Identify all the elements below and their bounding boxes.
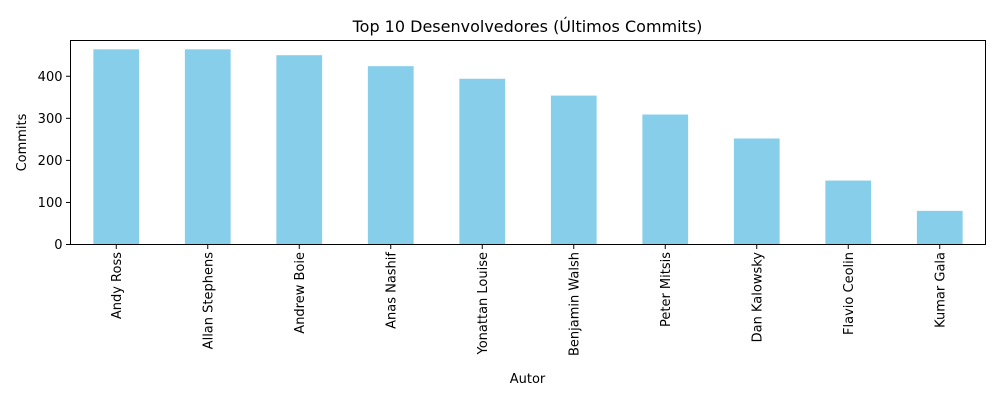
- x-tick-label: Kumar Gala: [933, 252, 948, 328]
- y-axis-label: Commits: [15, 113, 30, 171]
- y-tick-label: 400: [38, 70, 63, 85]
- x-tick-label: Yonattan Louise: [476, 252, 491, 356]
- x-tick-label: Peter Mitsis: [659, 252, 674, 327]
- bar: [276, 55, 323, 245]
- x-tick-label: Anas Nashif: [384, 252, 399, 329]
- bar: [367, 66, 414, 245]
- bar: [459, 78, 506, 245]
- y-axis-ticks: 0 100 200 300 400: [38, 70, 71, 253]
- x-tick-label: Andrew Boie: [293, 252, 308, 334]
- x-axis-ticks: Andy Ross Allan Stephens Andrew Boie Anas N…: [110, 244, 948, 356]
- x-tick-label: Benjamin Walsh: [567, 252, 582, 356]
- bar: [733, 138, 780, 245]
- bar: [93, 49, 140, 245]
- y-tick-label: 200: [38, 154, 63, 169]
- x-tick-label: Flavio Ceolin: [842, 252, 857, 335]
- x-axis-label: Autor: [510, 372, 546, 387]
- y-tick-label: 0: [54, 238, 62, 253]
- y-tick-label: 300: [38, 112, 63, 127]
- bar: [184, 49, 231, 245]
- bar: [916, 210, 963, 245]
- x-tick-label: Andy Ross: [110, 252, 125, 319]
- bar: [642, 114, 689, 245]
- x-tick-label: Dan Kalowsky: [750, 252, 765, 343]
- x-tick-label: Allan Stephens: [201, 252, 216, 350]
- y-tick-label: 100: [38, 196, 63, 211]
- plot-frame: [70, 40, 986, 245]
- bars: [93, 49, 963, 245]
- bar: [825, 180, 872, 245]
- bar: [550, 95, 597, 245]
- chart-title: Top 10 Desenvolvedores (Últimos Commits): [352, 17, 703, 36]
